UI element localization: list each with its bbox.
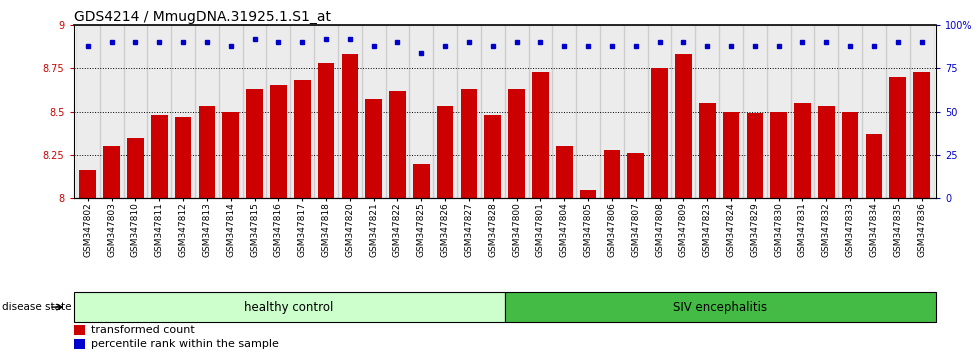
- Bar: [433, 25, 457, 198]
- Bar: [243, 25, 267, 198]
- Bar: [127, 138, 144, 198]
- Bar: [410, 25, 433, 198]
- Bar: [553, 25, 576, 198]
- Bar: [652, 68, 668, 198]
- Bar: [814, 25, 838, 198]
- Bar: [172, 25, 195, 198]
- Bar: [722, 112, 739, 198]
- Bar: [604, 150, 620, 198]
- Bar: [74, 339, 85, 349]
- Bar: [75, 25, 100, 198]
- Bar: [341, 54, 358, 198]
- Bar: [100, 25, 123, 198]
- Bar: [743, 25, 766, 198]
- Bar: [791, 25, 814, 198]
- Bar: [576, 25, 600, 198]
- Bar: [318, 63, 334, 198]
- Bar: [556, 146, 572, 198]
- FancyBboxPatch shape: [505, 292, 936, 322]
- FancyBboxPatch shape: [74, 292, 505, 322]
- Bar: [842, 112, 858, 198]
- Bar: [481, 25, 505, 198]
- Bar: [147, 25, 172, 198]
- Bar: [199, 106, 216, 198]
- Bar: [747, 113, 763, 198]
- Bar: [862, 25, 886, 198]
- Bar: [338, 25, 362, 198]
- Bar: [509, 89, 525, 198]
- Bar: [505, 25, 528, 198]
- Bar: [865, 134, 882, 198]
- Bar: [838, 25, 862, 198]
- Bar: [219, 25, 243, 198]
- Bar: [385, 25, 410, 198]
- Bar: [195, 25, 219, 198]
- Bar: [913, 72, 930, 198]
- Bar: [246, 89, 263, 198]
- Bar: [79, 171, 96, 198]
- Bar: [794, 103, 810, 198]
- Text: SIV encephalitis: SIV encephalitis: [673, 301, 767, 314]
- Bar: [719, 25, 743, 198]
- Bar: [174, 117, 191, 198]
- Bar: [389, 91, 406, 198]
- Bar: [362, 25, 385, 198]
- Bar: [770, 112, 787, 198]
- Bar: [413, 164, 429, 198]
- Bar: [699, 103, 715, 198]
- Text: healthy control: healthy control: [244, 301, 334, 314]
- Bar: [457, 25, 481, 198]
- Bar: [315, 25, 338, 198]
- Bar: [151, 115, 168, 198]
- Bar: [818, 106, 835, 198]
- Bar: [123, 25, 147, 198]
- Bar: [890, 77, 906, 198]
- Bar: [222, 112, 239, 198]
- Bar: [627, 153, 644, 198]
- Bar: [366, 99, 382, 198]
- Bar: [528, 25, 553, 198]
- Bar: [290, 25, 315, 198]
- Bar: [74, 325, 85, 335]
- Bar: [766, 25, 791, 198]
- Bar: [461, 89, 477, 198]
- Text: GDS4214 / MmugDNA.31925.1.S1_at: GDS4214 / MmugDNA.31925.1.S1_at: [74, 10, 330, 24]
- Text: percentile rank within the sample: percentile rank within the sample: [91, 339, 279, 349]
- Bar: [484, 115, 501, 198]
- Bar: [909, 25, 934, 198]
- Bar: [294, 80, 311, 198]
- Bar: [267, 25, 290, 198]
- Bar: [437, 106, 454, 198]
- Bar: [600, 25, 624, 198]
- Text: disease state: disease state: [2, 302, 72, 312]
- Bar: [648, 25, 671, 198]
- Bar: [624, 25, 648, 198]
- Bar: [671, 25, 695, 198]
- Bar: [695, 25, 719, 198]
- Bar: [532, 72, 549, 198]
- Bar: [886, 25, 909, 198]
- Bar: [103, 146, 120, 198]
- Text: transformed count: transformed count: [91, 325, 195, 335]
- Bar: [675, 54, 692, 198]
- Bar: [270, 85, 287, 198]
- Bar: [580, 189, 597, 198]
